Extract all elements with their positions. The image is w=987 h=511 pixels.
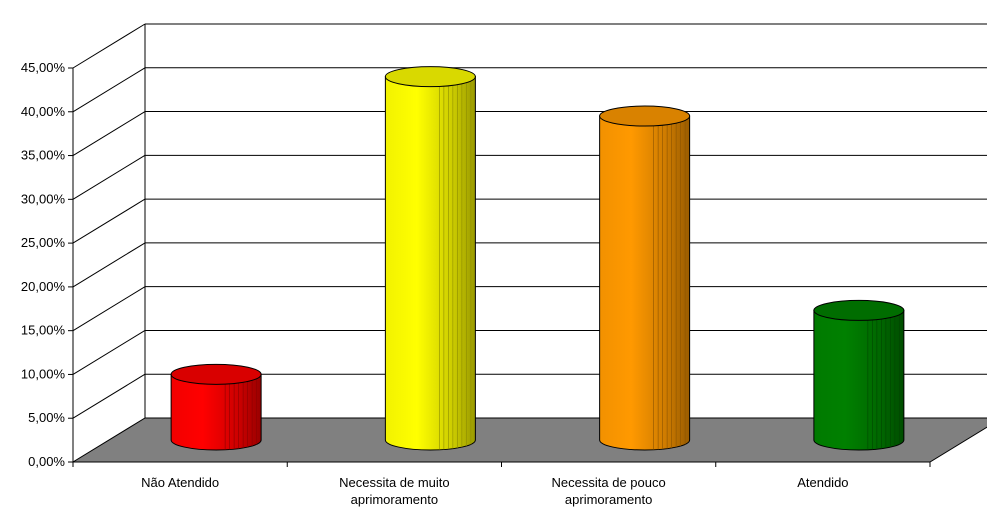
y-tick-label: 30,00%: [21, 191, 66, 206]
gridline-diagonal: [72, 373, 146, 419]
gridline-diagonal: [72, 286, 146, 332]
gridline-diagonal: [72, 242, 146, 288]
bar-2: [384, 66, 476, 451]
gridline-diagonal: [72, 198, 146, 244]
x-tick-label: Necessita de muito aprimoramento: [339, 475, 450, 507]
bar-1: [170, 363, 262, 451]
x-tick-label: Não Atendido: [141, 475, 219, 490]
gridline-diagonal: [72, 330, 146, 375]
bar-top: [813, 299, 905, 321]
x-tick-label: Necessita de pouco aprimoramento: [552, 475, 666, 507]
y-tick-label: 10,00%: [21, 366, 66, 381]
bar-3: [599, 105, 691, 451]
y-tick-label: 25,00%: [21, 235, 66, 250]
y-tick-label: 45,00%: [21, 60, 66, 75]
bars: [170, 66, 905, 451]
bar-top: [170, 363, 262, 385]
y-tick-label: 5,00%: [28, 410, 65, 425]
gridline-diagonal: [72, 67, 146, 113]
y-tick-label: 0,00%: [28, 454, 65, 469]
bar-top: [384, 66, 476, 88]
y-tick-label: 40,00%: [21, 104, 66, 119]
gridline-diagonal: [72, 111, 146, 156]
back-walls: [72, 23, 987, 419]
y-tick-label: 20,00%: [21, 279, 66, 294]
bar-top: [599, 105, 691, 127]
y-tick-label: 35,00%: [21, 148, 66, 163]
labels: 0,00% 5,00% 10,00% 15,00% 20,00% 25,00% 30,00%…: [21, 60, 849, 507]
y-tick-label: 15,00%: [21, 323, 66, 338]
bar-4: [813, 299, 905, 451]
gridline-diagonal: [72, 23, 146, 69]
gridline-diagonal: [72, 154, 146, 200]
axes: [68, 67, 931, 467]
x-tick-label: Atendido: [797, 475, 848, 490]
